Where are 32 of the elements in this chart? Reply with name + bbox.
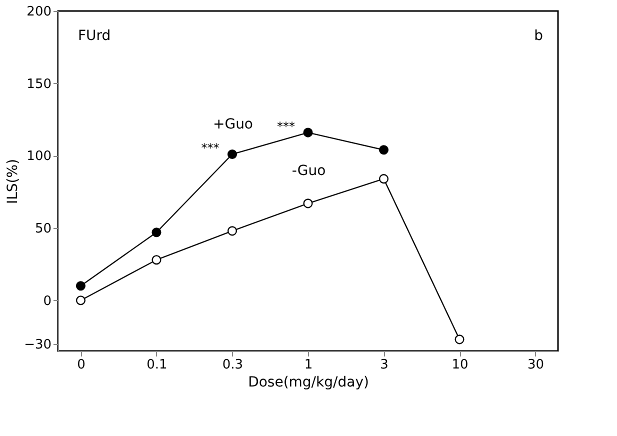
y-tick-label: 150 [26, 76, 52, 92]
point [303, 128, 313, 138]
annotation: *** [277, 120, 295, 134]
y-tick-label: 200 [26, 4, 52, 20]
point [454, 334, 464, 344]
x-tick-label: 0.3 [222, 358, 244, 372]
x-tick-label: 10 [452, 358, 468, 372]
point [76, 281, 86, 291]
x-tick-label: 0.1 [146, 358, 168, 372]
point [378, 145, 389, 155]
point [227, 226, 238, 236]
point [378, 174, 389, 184]
point [152, 228, 162, 238]
x-axis-title: Dose(mg/kg/day) [248, 374, 369, 390]
point [76, 296, 86, 306]
y-tick-label: 100 [26, 149, 52, 164]
series-label: -Guo [292, 162, 326, 179]
annotation: FUrd [78, 28, 111, 44]
point [303, 198, 313, 208]
y-axis-title: ILS(%) [5, 158, 22, 204]
y-tick-label: 0 [43, 294, 52, 309]
annotation: b [534, 28, 544, 44]
y-tick-label: 50 [34, 222, 52, 237]
point [227, 149, 238, 160]
y-tick-label: −30 [24, 337, 52, 352]
x-tick-label: 3 [380, 358, 388, 372]
annotation: *** [201, 141, 220, 156]
series-label: +Guo [212, 116, 254, 133]
x-tick-label: 1 [304, 358, 313, 372]
point [152, 255, 162, 265]
x-tick-label: 30 [528, 358, 544, 372]
x-tick-label: 0 [77, 358, 86, 372]
